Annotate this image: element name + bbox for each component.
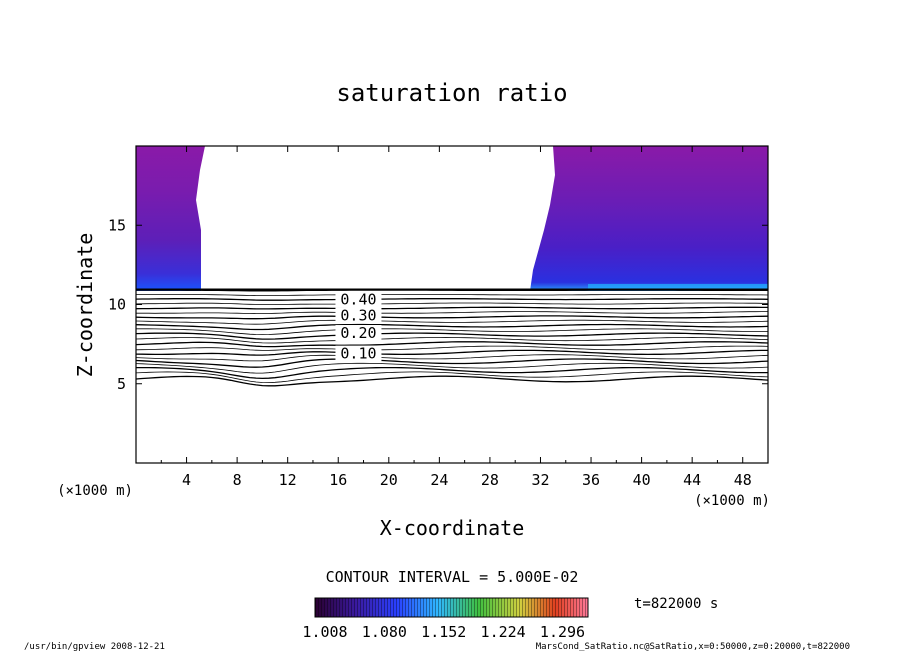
contour-line [136,375,768,387]
x-tick-label: 28 [481,471,499,489]
contour-line [136,358,768,368]
contour-label-bg [335,291,382,308]
x-unit-label: (×1000 m) [694,493,770,509]
contour-label: 0.30 [340,307,376,325]
y-tick-label: 5 [117,375,126,393]
contour-line [136,302,768,305]
contour-label-bg [335,325,382,342]
contour-line [136,336,768,344]
time-label: t=822000 s [634,596,718,612]
contour-line [136,298,768,301]
z-unit-label: (×1000 m) [57,483,133,499]
contour-lines: 0.10 0.200.300.40 [136,288,768,387]
contour-line [136,319,768,325]
colorbar-tick-label: 1.296 [540,623,585,641]
contour-line [136,371,768,384]
y-tick-label: 15 [108,216,126,234]
x-tick-label: 24 [430,471,448,489]
shaded-region-left [136,146,205,291]
colorbar-stripes [315,598,588,617]
y-axis-label: Z-coordinate [73,233,97,378]
colorbar-tick-label: 1.152 [421,623,466,641]
chart-title: saturation ratio [336,79,567,107]
contour-label: 0.20 [340,324,376,342]
x-tick-label: 36 [582,471,600,489]
x-tick-label: 40 [633,471,651,489]
contour-label: 0.40 [340,291,376,309]
contour-label-bg [335,307,382,324]
x-tick-label: 8 [233,471,242,489]
contour-line [136,354,768,362]
x-tick-label: 32 [531,471,549,489]
contour-line [136,315,768,320]
shaded-region-right [530,146,768,291]
contour-line [136,345,768,351]
y-tick-label: 10 [108,296,126,314]
x-tick-label: 20 [380,471,398,489]
shaded-highlight-right [588,284,768,289]
contour-line [136,366,768,380]
colorbar-tick-label: 1.008 [302,623,347,641]
contour-line [136,332,768,340]
colorbar [314,597,589,618]
footer-left: /usr/bin/gpview 2008-12-21 [24,642,165,652]
contour-line [136,323,768,331]
contour-line [136,294,768,296]
x-tick-label: 4 [182,471,191,489]
colorbar-frame [314,597,589,618]
contour-line [136,341,768,348]
contour-line [136,362,768,374]
contour-interval: CONTOUR INTERVAL = 5.000E-02 [326,568,579,586]
x-tick-label: 48 [734,471,752,489]
contour-label-bg [335,345,382,362]
x-tick-label: 16 [329,471,347,489]
contour-label: 0.10 [340,345,376,363]
colorbar-ticks: 1.008 1.080 1.152 1.224 1.296 [302,623,585,641]
colorbar-tick-label: 1.224 [481,623,526,641]
contour-line [136,328,768,336]
contour-line [136,306,768,310]
colorbar-tick-label: 1.080 [362,623,407,641]
x-axis-label: X-coordinate [380,516,525,540]
contour-line [136,349,768,356]
contour-line [136,311,768,314]
x-tick-label: 44 [683,471,701,489]
x-tick-label: 12 [279,471,297,489]
footer-right: MarsCond_SatRatio.nc@SatRatio,x=0:50000,… [536,642,850,652]
